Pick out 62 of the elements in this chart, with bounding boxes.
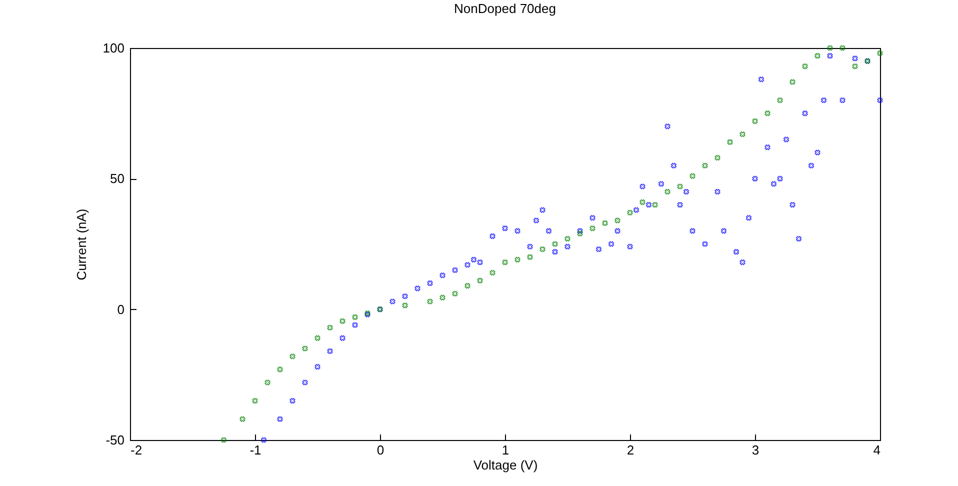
point <box>677 184 683 190</box>
point <box>777 97 783 104</box>
point <box>714 154 720 161</box>
x-tick-label: 4 <box>873 442 880 458</box>
point <box>552 241 558 247</box>
point <box>752 118 758 124</box>
x-tick-label: 1 <box>502 442 510 458</box>
point <box>652 202 658 208</box>
x-tick-label: 0 <box>376 442 384 458</box>
point <box>264 380 270 386</box>
point <box>502 259 508 266</box>
chart-title: NonDoped 70deg <box>454 1 556 16</box>
y-axis-title: Current (nA) <box>74 208 89 280</box>
point <box>427 298 433 304</box>
point <box>852 63 858 70</box>
point <box>340 318 346 324</box>
point <box>290 354 296 360</box>
point <box>590 226 596 232</box>
x-tick-label: -1 <box>250 442 262 458</box>
point <box>764 110 770 116</box>
point <box>402 302 408 308</box>
x-tick-label: -2 <box>130 442 142 458</box>
point <box>840 45 846 51</box>
point <box>802 63 808 70</box>
y-tick-label: 100 <box>102 40 124 56</box>
point <box>440 294 446 300</box>
point <box>814 53 820 59</box>
point <box>664 188 670 195</box>
point <box>614 218 620 224</box>
point <box>702 162 708 168</box>
point <box>252 398 258 404</box>
x-tick-label: 2 <box>626 442 634 458</box>
point <box>790 79 796 85</box>
point <box>540 246 546 252</box>
point <box>352 314 358 320</box>
y-tick-label: -50 <box>106 432 124 448</box>
point <box>302 346 308 352</box>
point <box>327 324 333 330</box>
point <box>527 254 533 260</box>
point <box>877 50 883 56</box>
point <box>727 139 733 145</box>
point <box>452 290 458 296</box>
point <box>277 366 283 372</box>
point <box>602 220 608 226</box>
point <box>640 199 646 206</box>
point <box>577 230 583 236</box>
point <box>564 236 570 242</box>
y-tick-label: 50 <box>110 171 124 186</box>
x-tick-label: 3 <box>752 442 760 458</box>
point <box>477 278 483 284</box>
point <box>220 437 227 443</box>
point <box>314 335 320 341</box>
point <box>514 256 520 262</box>
point <box>690 173 696 179</box>
x-axis-title: Voltage (V) <box>473 458 538 472</box>
point <box>627 210 633 216</box>
point <box>740 131 746 138</box>
y-tick-label: 0 <box>117 302 124 317</box>
point <box>240 416 246 422</box>
point <box>827 45 833 51</box>
point <box>464 282 470 289</box>
point <box>490 270 496 276</box>
